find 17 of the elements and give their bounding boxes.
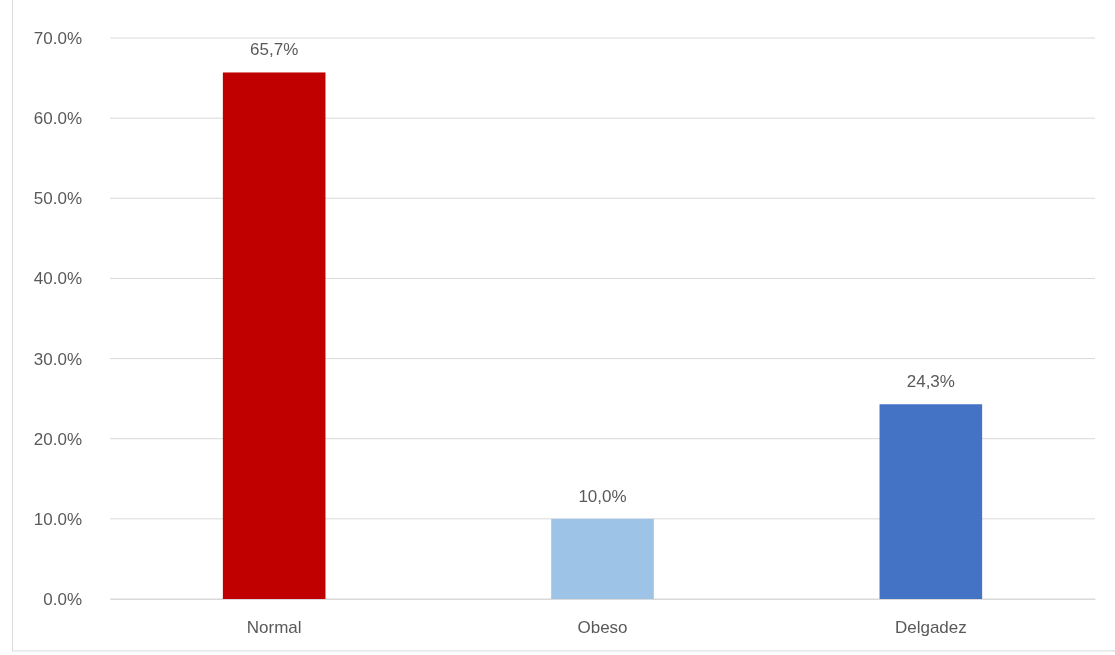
y-tick-label: 20.0% — [33, 429, 82, 449]
data-label: 24,3% — [906, 372, 955, 392]
data-label: 10,0% — [578, 486, 627, 506]
bar — [551, 518, 654, 599]
data-label: 65,7% — [250, 40, 299, 60]
y-tick-label: 40.0% — [33, 269, 82, 289]
x-tick-label: Delgadez — [894, 618, 967, 638]
x-tick-label: Normal — [246, 618, 302, 638]
y-tick-label: 50.0% — [33, 189, 82, 209]
bar — [879, 404, 983, 599]
bar — [222, 72, 326, 599]
y-tick-label: 30.0% — [33, 349, 82, 369]
y-tick-label: 60.0% — [33, 109, 82, 129]
y-tick-label: 70.0% — [33, 28, 82, 48]
y-tick-label: 10.0% — [33, 509, 82, 529]
y-tick-label: 0.0% — [43, 589, 82, 609]
x-tick-label: Obeso — [577, 618, 628, 638]
